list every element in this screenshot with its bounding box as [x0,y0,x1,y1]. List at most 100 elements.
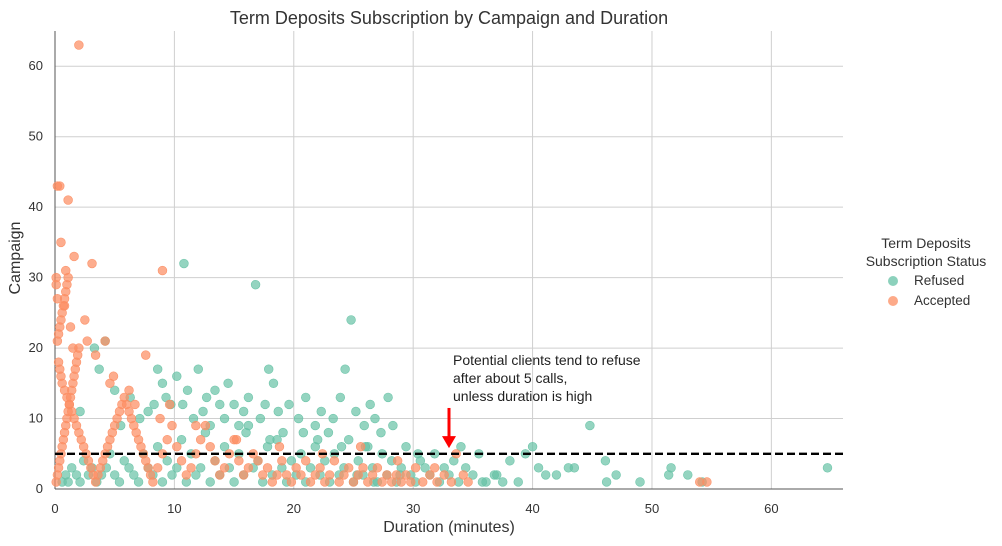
refused-point [265,434,275,445]
accepted-point [191,420,201,431]
refused-point [67,463,77,473]
refused-point [541,470,551,480]
refused-point [611,470,621,480]
x-tick-label: 40 [525,501,539,516]
accepted-point [231,434,242,445]
y-tick-label: 60 [29,58,43,73]
accepted-point [65,322,76,332]
refused-point [205,477,215,487]
accepted-point [353,470,363,480]
accepted-point [195,434,206,445]
refused-point [601,477,612,487]
refused-point [346,315,356,325]
refused-point [505,456,515,466]
refused-point [198,406,208,417]
accepted-point [286,477,297,487]
refused-point [477,477,488,487]
refused-point [822,463,833,473]
y-axis-label: Campaign [7,222,24,295]
accepted-point [55,181,65,191]
accepted-point [272,470,282,480]
refused-point [157,378,168,389]
refused-point [298,427,309,438]
annotation-line-3: unless duration is high [453,388,592,404]
refused-point [143,406,153,417]
accepted-point [82,336,92,346]
accepted-point [56,237,66,248]
refused-point [264,364,274,374]
accepted-point [406,477,416,487]
accepted-point [315,463,325,473]
accepted-point [68,343,78,353]
refused-point [152,364,163,374]
annotation-line-1: Potential clients tend to refuse [453,352,641,368]
accepted-point [100,336,110,346]
legend-refused-label: Refused [914,273,964,288]
annotations [55,407,843,455]
legend-refused-marker [888,276,898,286]
refused-point [293,413,304,424]
accepted-point [74,40,84,50]
legend-title-line-2: Subscription Status [866,253,987,269]
accepted-point [152,463,163,473]
accepted-point [372,463,383,473]
accepted-point [262,463,273,473]
accepted-point [234,456,244,466]
accepted-point [702,477,712,487]
accepted-point [344,463,354,473]
accepted-point [382,470,392,480]
refused-point [176,434,187,445]
legend: Term Deposits Subscription Status Refuse… [866,235,987,308]
refused-point [569,463,580,473]
accepted-point [367,470,378,480]
refused-point [336,442,347,452]
accepted-point [339,470,349,480]
refused-point [129,470,139,480]
refused-point [172,463,182,473]
accepted-point [80,315,90,325]
accepted-point [186,463,196,473]
accepted-point [358,463,368,473]
accepted-point [458,470,469,480]
refused-point [286,456,297,466]
refused-point [468,470,478,480]
accepted-point [391,470,402,480]
refused-point [323,427,334,438]
accepted-point [215,470,225,480]
refused-point [551,470,562,480]
refused-point [124,463,134,473]
x-tick-label: 0 [51,501,58,516]
legend-accepted-label: Accepted [914,293,970,308]
x-tick-label: 50 [645,501,659,516]
accepted-point [281,470,292,480]
accepted-point [348,477,359,487]
refused-point [195,463,206,473]
refused-point [210,385,220,396]
accepted-point [238,470,249,480]
refused-point [498,477,508,487]
refused-point [191,470,201,480]
accepted-point [52,294,63,304]
y-tick-label: 30 [29,270,43,285]
refused-point [157,477,168,487]
accepted-point [219,463,230,473]
accepted-point [141,350,151,360]
refused-point [388,420,398,431]
chart-title: Term Deposits Subscription by Campaign a… [230,8,668,28]
axes: 0 10 20 30 40 50 60 0 10 20 30 40 50 60 [29,31,843,516]
refused-point [229,399,239,410]
refused-point [273,406,283,417]
refused-point [513,477,523,487]
refused-point [456,442,466,452]
accepted-point [155,413,165,424]
accepted-point [51,279,61,290]
refused-point [135,413,145,424]
y-tick-label: 10 [29,411,43,426]
refused-point [527,442,538,452]
refused-point [316,406,326,417]
accepted-point [296,470,306,480]
annotation-arrow-head [442,436,456,449]
refused-point [178,399,188,410]
refused-point [268,378,279,389]
y-tick-label: 50 [29,129,43,144]
